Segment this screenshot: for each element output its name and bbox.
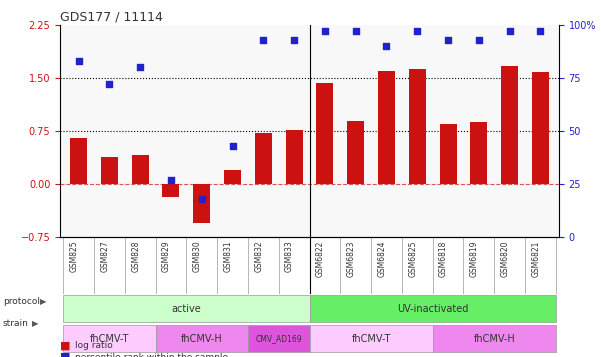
Text: GSM829: GSM829 bbox=[162, 240, 171, 272]
Text: GSM828: GSM828 bbox=[131, 240, 140, 272]
Point bbox=[228, 143, 237, 149]
Text: ■: ■ bbox=[60, 341, 70, 351]
Text: GSM6825: GSM6825 bbox=[408, 240, 417, 277]
FancyBboxPatch shape bbox=[63, 295, 310, 322]
Point bbox=[105, 82, 114, 87]
Text: active: active bbox=[171, 304, 201, 314]
Point bbox=[412, 29, 422, 34]
Point bbox=[444, 37, 453, 43]
Point bbox=[505, 29, 514, 34]
Text: GSM6820: GSM6820 bbox=[501, 240, 510, 277]
FancyBboxPatch shape bbox=[63, 325, 156, 352]
Point bbox=[74, 58, 84, 64]
FancyBboxPatch shape bbox=[248, 325, 310, 352]
Text: GSM6819: GSM6819 bbox=[470, 240, 479, 277]
Bar bbox=[194, 184, 210, 223]
Text: GSM6818: GSM6818 bbox=[439, 240, 448, 277]
Text: log ratio: log ratio bbox=[75, 341, 113, 350]
Bar bbox=[101, 157, 118, 184]
Bar bbox=[317, 83, 334, 184]
Point bbox=[474, 37, 484, 43]
Text: UV-inactivated: UV-inactivated bbox=[397, 304, 468, 314]
Bar bbox=[471, 122, 487, 184]
Bar bbox=[439, 124, 457, 184]
Text: GSM6821: GSM6821 bbox=[531, 240, 540, 277]
Text: GSM6824: GSM6824 bbox=[377, 240, 386, 277]
Bar bbox=[501, 66, 518, 184]
Text: GDS177 / 11114: GDS177 / 11114 bbox=[60, 11, 163, 24]
Point bbox=[289, 37, 299, 43]
Text: protocol: protocol bbox=[3, 297, 40, 306]
Bar bbox=[285, 130, 302, 184]
Point bbox=[535, 29, 545, 34]
Text: fhCMV-H: fhCMV-H bbox=[181, 333, 222, 343]
Point bbox=[166, 177, 175, 183]
Text: GSM832: GSM832 bbox=[254, 240, 263, 272]
Point bbox=[351, 29, 361, 34]
Text: ▶: ▶ bbox=[32, 318, 38, 328]
Text: ■: ■ bbox=[60, 352, 70, 357]
Bar bbox=[162, 184, 180, 197]
Text: GSM825: GSM825 bbox=[70, 240, 79, 272]
Text: fhCMV-T: fhCMV-T bbox=[90, 333, 129, 343]
Text: strain: strain bbox=[3, 318, 29, 328]
Text: fhCMV-H: fhCMV-H bbox=[474, 333, 515, 343]
Bar bbox=[378, 71, 395, 184]
FancyBboxPatch shape bbox=[310, 295, 556, 322]
Text: GSM831: GSM831 bbox=[224, 240, 233, 272]
Bar bbox=[532, 72, 549, 184]
Text: ▶: ▶ bbox=[40, 297, 46, 306]
Point bbox=[135, 65, 145, 70]
Point bbox=[382, 43, 391, 49]
Bar bbox=[132, 155, 148, 184]
Bar bbox=[409, 69, 426, 184]
Point bbox=[320, 29, 330, 34]
Text: fhCMV-T: fhCMV-T bbox=[352, 333, 391, 343]
Text: CMV_AD169: CMV_AD169 bbox=[255, 334, 302, 343]
Text: GSM6822: GSM6822 bbox=[316, 240, 325, 277]
Point bbox=[197, 196, 207, 202]
Text: percentile rank within the sample: percentile rank within the sample bbox=[75, 352, 228, 357]
FancyBboxPatch shape bbox=[310, 325, 433, 352]
FancyBboxPatch shape bbox=[156, 325, 248, 352]
Bar bbox=[224, 170, 241, 184]
Text: GSM830: GSM830 bbox=[193, 240, 202, 272]
Text: GSM6823: GSM6823 bbox=[347, 240, 356, 277]
Bar bbox=[255, 133, 272, 184]
Point bbox=[258, 37, 268, 43]
Bar bbox=[347, 121, 364, 184]
FancyBboxPatch shape bbox=[433, 325, 556, 352]
Text: GSM827: GSM827 bbox=[100, 240, 109, 272]
Text: GSM833: GSM833 bbox=[285, 240, 294, 272]
Bar bbox=[70, 138, 87, 184]
